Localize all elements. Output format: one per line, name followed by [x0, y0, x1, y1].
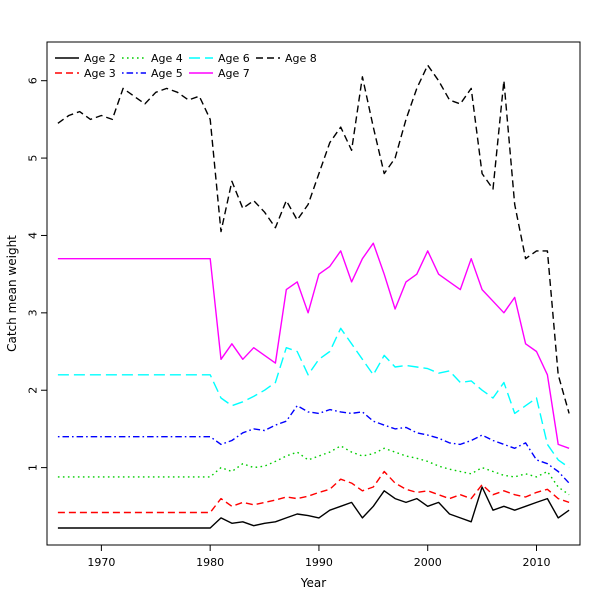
series-line-age-4 — [57, 445, 570, 496]
series-line-age-7 — [57, 242, 570, 449]
x-tick-label: 2000 — [414, 556, 442, 569]
x-tick-label: 1980 — [196, 556, 224, 569]
x-axis-label: Year — [300, 576, 326, 590]
legend-label-age-2: Age 2 — [84, 52, 116, 65]
y-tick-label: 6 — [27, 77, 40, 84]
series-line-age-6 — [57, 327, 570, 469]
x-tick-label: 2010 — [522, 556, 550, 569]
y-tick-label: 2 — [27, 387, 40, 394]
x-tick-label: 1990 — [305, 556, 333, 569]
legend-label-age-4: Age 4 — [151, 52, 183, 65]
legend-label-age-3: Age 3 — [84, 67, 116, 80]
y-tick-label: 1 — [27, 464, 40, 471]
y-axis-label: Catch mean weight — [5, 235, 19, 352]
series-line-age-8 — [57, 64, 570, 414]
y-tick-label: 3 — [27, 309, 40, 316]
series-line-age-3 — [57, 470, 570, 514]
legend-label-age-5: Age 5 — [151, 67, 183, 80]
plot-border — [46, 41, 581, 546]
legend-label-age-7: Age 7 — [218, 67, 250, 80]
legend-label-age-8: Age 8 — [285, 52, 317, 65]
series-line-age-5 — [57, 405, 570, 484]
x-tick-label: 1970 — [87, 556, 115, 569]
series-line-age-2 — [57, 486, 570, 529]
legend-label-age-6: Age 6 — [218, 52, 250, 65]
y-tick-label: 4 — [27, 232, 40, 239]
y-tick-label: 5 — [27, 155, 40, 162]
